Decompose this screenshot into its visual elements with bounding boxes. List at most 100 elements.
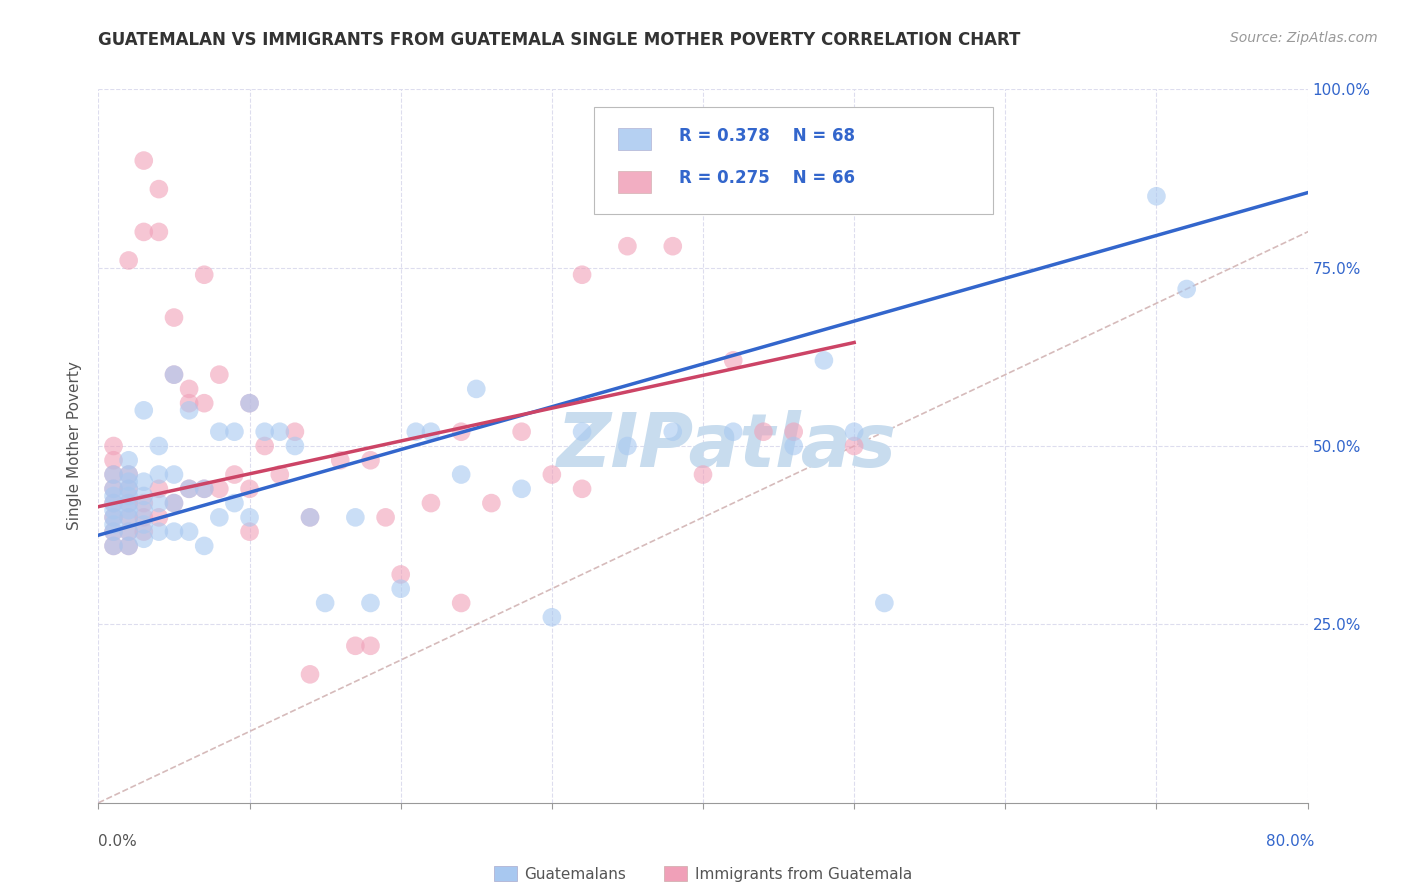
Point (163, 467, 186, 482)
Point (616, 439, 638, 453)
Point (179, 403, 201, 417)
Point (662, 239, 685, 253)
Point (540, 610, 562, 624)
Point (299, 510, 322, 524)
Point (344, 510, 367, 524)
Point (103, 482, 125, 496)
Point (103, 503, 125, 517)
Point (389, 567, 412, 582)
Point (163, 310, 186, 325)
Point (103, 539, 125, 553)
Point (148, 439, 170, 453)
Point (163, 368, 186, 382)
Point (813, 196, 835, 211)
Point (299, 667, 322, 681)
Point (224, 467, 246, 482)
Point (481, 496, 503, 510)
Point (510, 482, 533, 496)
Point (103, 439, 125, 453)
Text: Source: ZipAtlas.com: Source: ZipAtlas.com (1230, 31, 1378, 45)
Point (844, 425, 866, 439)
Point (118, 510, 141, 524)
Point (103, 496, 125, 510)
Text: R = 0.378    N = 68: R = 0.378 N = 68 (679, 127, 855, 145)
Point (132, 489, 155, 503)
Point (179, 382, 201, 396)
Point (118, 510, 141, 524)
Point (132, 225, 155, 239)
Point (118, 489, 141, 503)
Point (616, 239, 638, 253)
Point (179, 396, 201, 410)
FancyBboxPatch shape (619, 171, 651, 193)
Point (299, 510, 322, 524)
Point (253, 439, 276, 453)
Point (224, 496, 246, 510)
Point (208, 368, 231, 382)
Point (132, 475, 155, 489)
Point (163, 368, 186, 382)
Point (752, 425, 775, 439)
Point (314, 596, 336, 610)
Point (179, 482, 201, 496)
Point (571, 268, 593, 282)
Point (193, 396, 215, 410)
Point (253, 425, 276, 439)
Point (193, 482, 215, 496)
Point (163, 496, 186, 510)
Point (360, 639, 382, 653)
Point (132, 153, 155, 168)
Point (163, 496, 186, 510)
Point (132, 517, 155, 532)
Point (1144, 189, 1167, 203)
Point (132, 403, 155, 417)
Point (873, 596, 896, 610)
Point (193, 268, 215, 282)
Text: GUATEMALAN VS IMMIGRANTS FROM GUATEMALA SINGLE MOTHER POVERTY CORRELATION CHART: GUATEMALAN VS IMMIGRANTS FROM GUATEMALA … (98, 31, 1021, 49)
Point (193, 482, 215, 496)
Point (208, 510, 231, 524)
Point (103, 467, 125, 482)
Y-axis label: Single Mother Poverty: Single Mother Poverty (67, 361, 83, 531)
Point (148, 182, 170, 196)
Point (360, 453, 382, 467)
Legend: Guatemalans, Immigrants from Guatemala: Guatemalans, Immigrants from Guatemala (488, 860, 918, 888)
Text: R = 0.275    N = 66: R = 0.275 N = 66 (679, 169, 855, 187)
Point (118, 539, 141, 553)
Point (118, 496, 141, 510)
Point (389, 582, 412, 596)
Point (118, 453, 141, 467)
Point (148, 225, 170, 239)
Point (420, 425, 443, 439)
Point (239, 482, 262, 496)
Point (103, 489, 125, 503)
Point (103, 517, 125, 532)
Point (269, 425, 291, 439)
Point (118, 503, 141, 517)
Point (103, 482, 125, 496)
Point (118, 539, 141, 553)
Point (465, 382, 488, 396)
FancyBboxPatch shape (619, 128, 651, 150)
Point (344, 639, 367, 653)
Point (405, 425, 427, 439)
Point (132, 524, 155, 539)
Point (148, 524, 170, 539)
Point (132, 532, 155, 546)
Point (329, 453, 352, 467)
Point (360, 596, 382, 610)
Point (269, 467, 291, 482)
Point (118, 496, 141, 510)
FancyBboxPatch shape (595, 107, 993, 214)
Point (450, 425, 472, 439)
Point (239, 396, 262, 410)
Point (239, 396, 262, 410)
Text: 80.0%: 80.0% (1267, 834, 1315, 849)
Point (571, 482, 593, 496)
Text: ZIPatlas: ZIPatlas (557, 409, 897, 483)
Point (103, 496, 125, 510)
Point (450, 596, 472, 610)
Point (118, 524, 141, 539)
Point (844, 439, 866, 453)
Point (208, 482, 231, 496)
